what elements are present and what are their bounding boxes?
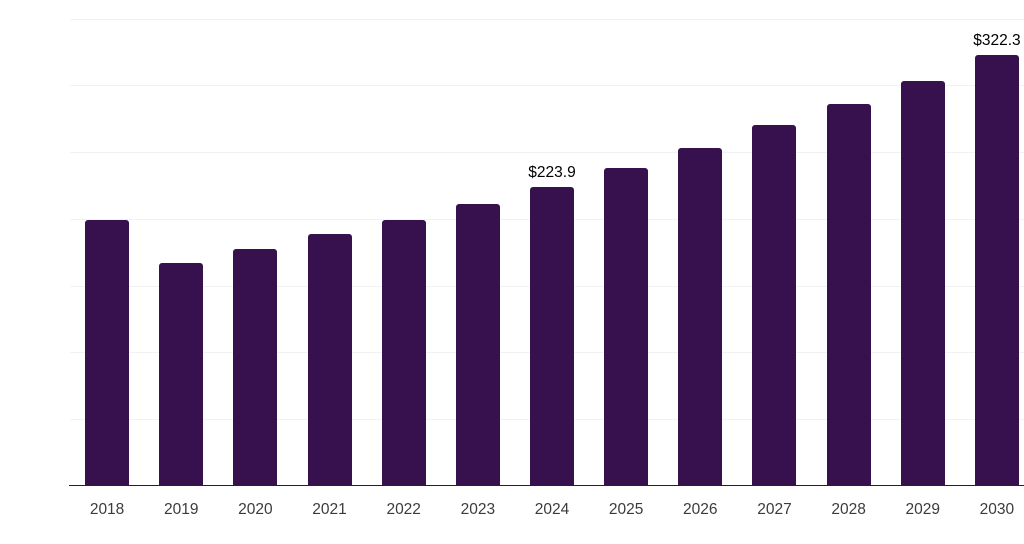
x-tick-label-2030: 2030 [979, 501, 1015, 518]
bar-2018 [85, 220, 130, 485]
bar-2030 [974, 55, 1019, 485]
x-tick-label-2028: 2028 [831, 501, 866, 518]
x-tick-label-2025: 2025 [608, 501, 644, 518]
bar-2028 [826, 104, 871, 485]
bar-value-label-2024: $223.9 [528, 163, 576, 181]
x-tick-label-2029: 2029 [905, 501, 941, 518]
bar-2024 [530, 186, 574, 485]
bar-2020 [233, 249, 278, 485]
bar-2021 [307, 234, 352, 485]
gridline [70, 18, 1024, 20]
x-tick-label-2020: 2020 [238, 501, 273, 518]
gridline [70, 152, 1024, 154]
x-tick-label-2021: 2021 [312, 501, 347, 518]
bar-2019 [159, 263, 204, 485]
bar-2022 [381, 220, 426, 485]
x-tick-label-2026: 2026 [683, 501, 718, 518]
bar-chart: 2018 2019 2020 2021 2022 2023 2024 $223.9 2025 20… [40, 16, 1024, 528]
bar-2029 [900, 81, 945, 485]
x-tick-label-2022: 2022 [386, 501, 421, 518]
bar-2023 [455, 203, 500, 485]
x-tick-label-2027: 2027 [757, 501, 792, 518]
gridline [70, 85, 1024, 87]
bar-2027 [752, 125, 797, 485]
x-tick-label-2023: 2023 [460, 501, 496, 518]
bar-2025 [604, 168, 649, 485]
x-axis-line [69, 485, 1024, 486]
bar-2026 [678, 148, 723, 485]
x-tick-label-2018: 2018 [89, 501, 125, 518]
x-tick-label-2024: 2024 [534, 501, 570, 518]
x-tick-label-2019: 2019 [163, 501, 199, 518]
bar-value-label-2030: $322.3 [973, 32, 1021, 50]
